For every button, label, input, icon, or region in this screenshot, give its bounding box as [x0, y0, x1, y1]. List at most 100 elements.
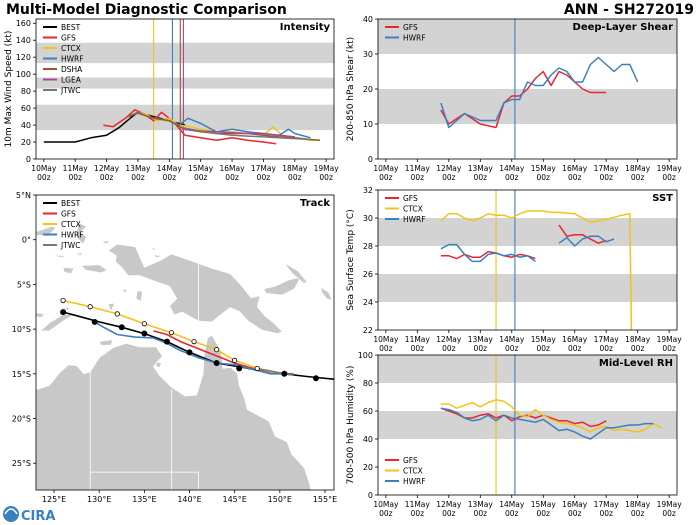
intensity-xtick-label: 14May: [157, 164, 183, 173]
shear-xtick-label: 00z: [411, 173, 425, 182]
border-sa: [90, 471, 199, 490]
shear-legend-label-gfs: GFS: [403, 23, 418, 32]
intensity-xtick-label: 00z: [319, 173, 333, 182]
track-marker-best: [163, 338, 170, 345]
track-lines: [60, 297, 334, 382]
shear-xtick-label: 00z: [442, 173, 456, 182]
shear-xtick-label: 13May: [468, 164, 494, 173]
track-ytick-label: 5°N: [16, 191, 31, 200]
rh-xtick-label: 11May: [405, 500, 431, 509]
land-sula: [49, 254, 66, 258]
track-legend-label-gfs: GFS: [61, 210, 76, 219]
track-ytick-label: 0°: [22, 236, 31, 245]
intensity-frame: [35, 18, 335, 160]
intensity-ytick-label: 160: [16, 19, 31, 28]
shear-xtick-label: 00z: [505, 173, 519, 182]
land-sulawesi: [36, 225, 57, 248]
track-marker-ctcx: [191, 339, 197, 345]
land-halmahera: [76, 222, 88, 245]
shear-xtick-label: 00z: [599, 173, 613, 182]
shear-ytick-label: 10: [363, 120, 373, 129]
intensity-ytick-label: 100: [16, 70, 31, 79]
track-marker-ctcx: [141, 321, 147, 327]
intensity-xtick-label: 00z: [288, 173, 302, 182]
rh-xtick-label: 12May: [436, 500, 462, 509]
shear-band-1: [378, 19, 677, 54]
sst-xtick-label: 16May: [562, 335, 588, 344]
sst-xtick-label: 13May: [468, 335, 494, 344]
track-marker-best: [118, 324, 125, 331]
cira-logo-mark: [3, 506, 19, 522]
rh-xtick-label: 00z: [411, 509, 425, 518]
rh-xtick-label: 00z: [568, 509, 582, 518]
sst-frame: [377, 189, 678, 331]
intensity-legend-label-lgea: LGEA: [61, 76, 82, 85]
cira-logo-text: CIRA: [21, 509, 55, 524]
rh-panel: 02040608010010May00z11May00z12May00z13Ma…: [346, 351, 682, 518]
sst-legend-label-ctcx: CTCX: [403, 205, 423, 214]
intensity-xtick-label: 18May: [282, 164, 308, 173]
land-timor: [39, 313, 75, 332]
sst-ylabel: Sea Surface Temp (°C): [346, 209, 356, 310]
rh-xtick-label: 00z: [662, 509, 676, 518]
intensity-ytick-label: 140: [16, 36, 31, 45]
sst-xtick-label: 00z: [379, 344, 393, 353]
track-legend-label-hwrf: HWRF: [61, 231, 84, 240]
rh-xtick-label: 15May: [531, 500, 557, 509]
intensity-series-dsha-4: [128, 112, 320, 142]
shear-xtick-label: 00z: [379, 173, 393, 182]
land-bougainville: [319, 286, 333, 301]
track-marker-best: [186, 349, 193, 356]
shear-xtick-label: 12May: [436, 164, 462, 173]
shear-ytick-label: 20: [363, 85, 373, 94]
intensity-legend-label-best: BEST: [61, 23, 81, 32]
land-wetar: [62, 307, 72, 311]
shear-panel: 01020304010May00z11May00z12May00z13May00…: [346, 15, 682, 182]
intensity-legend-label-jtwc: JTWC: [60, 86, 80, 95]
shear-xtick-label: 17May: [594, 164, 620, 173]
intensity-legend-label-hwrf: HWRF: [61, 55, 84, 64]
rh-xtick-label: 00z: [474, 509, 488, 518]
rh-ytick-label: 100: [358, 351, 373, 360]
intensity-panel: 02040608010012014016010May00z11May00z12M…: [4, 18, 339, 182]
track-marker-ctcx: [60, 297, 66, 304]
sst-xtick-label: 00z: [474, 344, 488, 353]
rh-xtick-label: 17May: [594, 500, 620, 509]
rh-xtick-label: 14May: [499, 500, 525, 509]
intensity-band-1: [36, 77, 334, 89]
rh-xtick-label: 00z: [379, 509, 393, 518]
intensity-xtick-label: 00z: [194, 173, 208, 182]
sst-xtick-label: 00z: [505, 344, 519, 353]
shear-xtick-label: 18May: [625, 164, 651, 173]
track-xtick-label: 150°E: [268, 495, 292, 504]
sst-xtick-label: 00z: [536, 344, 550, 353]
rh-xtick-label: 13May: [468, 500, 494, 509]
shear-ytick-label: 40: [363, 15, 373, 24]
intensity-ytick-label: 80: [21, 87, 31, 96]
rh-ytick-label: 80: [363, 379, 373, 388]
intensity-ylabel: 10m Max Wind Speed (kt): [4, 31, 14, 148]
land-aru: [135, 290, 143, 302]
rh-xtick-label: 10May: [373, 500, 399, 509]
land-new-britain: [263, 276, 302, 296]
track-legend-label-best: BEST: [61, 199, 81, 208]
intensity-band-2: [36, 42, 334, 64]
land-groote: [155, 361, 162, 368]
sst-xtick-label: 00z: [442, 344, 456, 353]
rh-ytick-label: 40: [363, 435, 373, 444]
rh-series-ctcx-1: [440, 399, 662, 433]
intensity-ytick-label: 40: [21, 121, 31, 130]
sst-xtick-label: 00z: [662, 344, 676, 353]
track-marker-ctcx: [114, 311, 120, 317]
rh-ylabel: 700-500 hPa Humidity (%): [346, 366, 356, 485]
track-marker-ctcx: [214, 347, 220, 353]
intensity-xtick-label: 10May: [31, 164, 57, 173]
track-xtick-label: 130°E: [87, 495, 111, 504]
track-ytick-label: 10°S: [12, 325, 31, 334]
rh-legend-label-gfs: GFS: [403, 456, 418, 465]
track-marker-ctcx: [254, 365, 260, 372]
shear-series-gfs-0: [440, 70, 607, 129]
track-xtick-label: 155°E: [313, 495, 337, 504]
track-panel: 125°E 130°E 135°E 140°E 145°E 150°E 155°E 5°N 0°…: [12, 191, 337, 504]
